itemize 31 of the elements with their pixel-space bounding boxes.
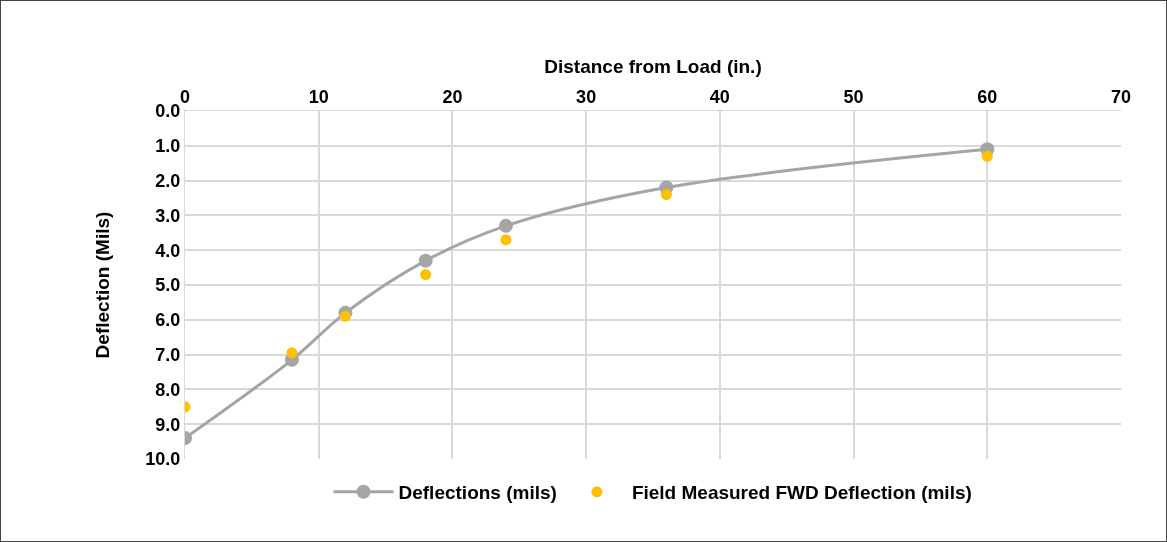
x-tick-label: 0: [179, 86, 191, 107]
y-axis-title: Deflection (Mils): [92, 211, 114, 359]
y-tick-label: 5.0: [155, 275, 181, 296]
point: [418, 253, 433, 268]
x-tick-label: 50: [843, 86, 864, 107]
x-tick-label: 10: [308, 86, 329, 107]
point: [286, 347, 298, 359]
point: [981, 150, 993, 162]
legend-label: Field Measured FWD Deflection (mils): [631, 482, 972, 504]
point: [660, 189, 672, 201]
y-tick-label: 3.0: [155, 205, 181, 226]
y-tick-label: 8.0: [155, 379, 181, 400]
y-tick-label: 7.0: [155, 344, 181, 365]
y-tick-label: 10.0: [145, 449, 181, 470]
x-tick-label: 60: [977, 86, 998, 107]
x-tick-label: 40: [709, 86, 730, 107]
x-tick-label: 30: [576, 86, 597, 107]
point: [498, 218, 513, 233]
y-tick-label: 1.0: [155, 136, 181, 157]
y-tick-label: 0.0: [155, 101, 181, 122]
point: [500, 234, 512, 246]
x-tick-label: 20: [442, 86, 463, 107]
y-tick-label: 6.0: [155, 310, 181, 331]
x-axis-title: Distance from Load (in.): [544, 55, 762, 77]
y-tick-label: 2.0: [155, 170, 181, 191]
legend-label: Deflections (mils): [398, 482, 557, 504]
point: [339, 310, 351, 322]
y-tick-label: 4.0: [155, 240, 181, 261]
x-tick-label: 70: [1110, 86, 1132, 107]
y-tick-label: 9.0: [155, 414, 181, 435]
point: [420, 269, 432, 281]
